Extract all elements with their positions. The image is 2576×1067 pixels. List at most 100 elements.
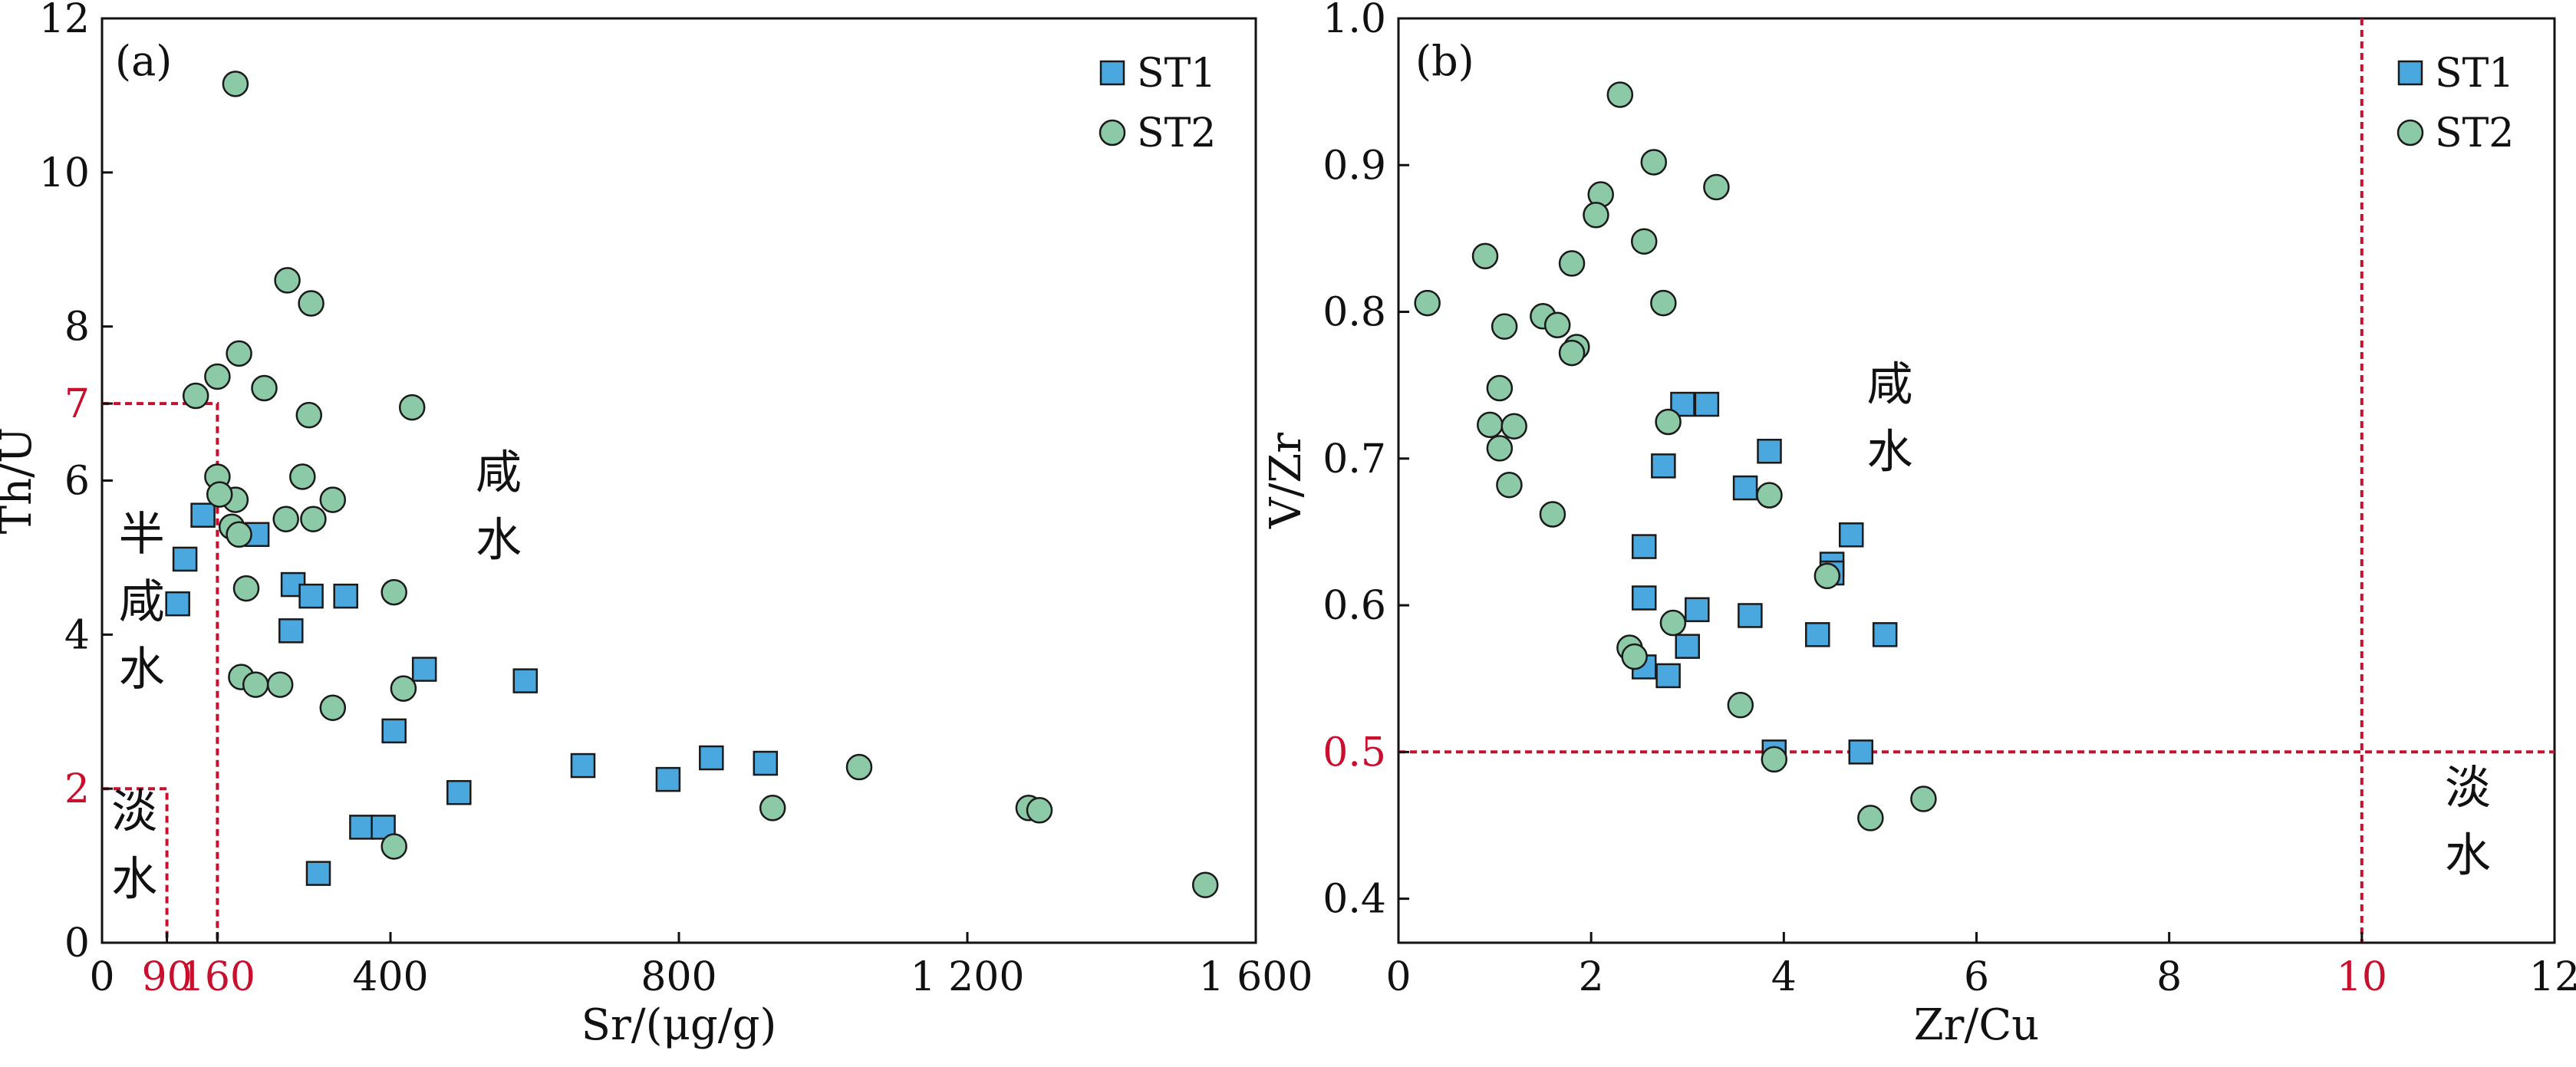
b-zone-2-char-1: 淡 [2445,761,2491,815]
b-ytick-label-0: 0.4 [1323,877,1386,923]
b-zone-1-char-1: 咸 [1866,357,1912,411]
b-point-st1-19 [1848,739,1874,765]
b-panel-label: (b) [1415,37,1474,85]
b-x-axis-label: Zr/Cu [1914,1000,2039,1050]
b-ytick-label-5: 1.0 [1323,0,1386,42]
a-xtick-label-red-0: 90 [142,954,193,1000]
a-point-st2-17 [319,486,347,513]
a-ytick-label-2: 6 [64,459,90,505]
b-point-st1-4 [1757,438,1782,464]
b-point-st1-17 [1655,663,1681,689]
a-point-st1-14 [446,779,472,805]
a-point-st2-8 [295,401,323,429]
b-point-st1-13 [1805,622,1830,647]
a-point-st1-13 [411,657,437,682]
b-point-st2-22 [1756,482,1783,509]
a-ytick-label-5: 12 [39,0,90,42]
b-plot-frame [1397,17,2556,944]
b-point-st1-5 [1732,475,1758,501]
b-point-st2-2 [1640,149,1668,176]
a-point-st2-24 [319,694,347,721]
b-point-st1-11 [1685,597,1710,623]
a-point-st1-1 [165,591,190,617]
b-point-st2-19 [1655,408,1682,436]
b-xtick-label-2: 4 [1771,954,1797,1000]
b-ytick-label-4: 0.9 [1323,143,1386,189]
a-ytick-label-3: 8 [64,305,90,351]
a-point-st2-12 [206,481,233,508]
b-xtick-label-red-0: 10 [2337,954,2387,1000]
b-point-st2-30 [1857,805,1884,832]
a-xtick-label-3: 1 200 [911,954,1025,1000]
b-xtick-label-5: 12 [2529,954,2576,1000]
a-point-st1-19 [753,750,779,776]
a-point-st1-15 [512,668,539,693]
a-point-st2-25 [390,675,417,702]
a-ytick-label-red-1: 7 [64,381,90,427]
a-point-st2-20 [380,578,407,606]
b-ytick-label-3: 0.8 [1323,290,1386,336]
b-legend-marker-st1 [2397,60,2423,86]
b-point-st2-31 [1910,785,1937,812]
b-legend-label-st2: ST2 [2435,110,2514,156]
a-zone-1-char-1: 咸 [476,446,522,500]
b-point-st1-10 [1631,585,1657,611]
a-point-st2-2 [274,267,301,294]
a-panel-label: (a) [115,37,172,85]
b-point-st2-10 [1650,289,1677,317]
b-point-st2-12 [1543,311,1571,339]
a-zone-2-char-1: 半 [119,508,165,561]
a-point-st1-8 [333,583,358,609]
a-point-st2-15 [289,463,316,490]
b-y-axis-label: V/Zr [1261,433,1311,529]
a-zone-3-char-2: 水 [111,852,157,906]
a-threshold-line-2 [102,787,169,943]
b-point-st2-15 [1558,339,1586,367]
a-point-st2-22 [242,671,269,698]
b-point-st1-3 [1651,453,1676,479]
b-legend-label-st1: ST1 [2435,51,2514,97]
a-point-st1-7 [298,583,324,609]
a-zone-2-char-2: 咸 [119,575,165,629]
a-point-st2-4 [226,340,252,367]
a-ytick-label-1: 4 [64,612,90,658]
a-point-st2-27 [759,795,786,822]
a-point-st1-17 [655,766,681,792]
b-point-st2-4 [1703,173,1730,201]
a-zone-1-char-2: 水 [476,514,522,568]
a-point-st2-31 [1191,871,1219,898]
b-point-st1-12 [1738,603,1763,628]
a-xtick-label-red-1: 160 [180,954,255,1000]
a-plot-frame [100,17,1257,944]
b-zone-1-char-2: 水 [1866,425,1912,479]
b-point-st2-9 [1414,289,1441,317]
b-xtick-label-3: 6 [1964,954,1989,1000]
b-point-st2-24 [1813,562,1841,590]
a-point-st2-28 [845,753,873,781]
a-point-st2-6 [182,382,209,410]
b-zone-2-char-2: 水 [2445,828,2491,882]
a-point-st2-16 [300,506,327,532]
b-point-st2-5 [1583,202,1609,229]
b-point-st2-25 [1659,609,1687,637]
a-xtick-label-2: 800 [641,954,716,1000]
a-point-st2-7 [251,374,278,402]
b-point-st1-2 [1694,391,1720,417]
b-xtick-label-0: 0 [1385,954,1411,1000]
a-zone-2-char-3: 水 [119,643,165,697]
a-x-axis-label: Sr/(μg/g) [581,1000,777,1050]
panel-b-chart: 0 2 4 6 8 12 10 0.4 0.6 0.7 0.8 0.9 1.0 0.5 Zr/Cu V/Zr (… [1261,0,2576,1050]
b-point-st2-28 [1727,691,1754,719]
b-point-st2-1 [1606,81,1634,108]
a-point-st1-9 [305,861,331,886]
a-point-st2-23 [266,671,294,698]
a-xtick-label-4: 1 600 [1199,954,1313,1000]
a-point-st2-1 [222,71,249,97]
a-point-st2-5 [204,363,231,390]
b-point-st2-21 [1496,471,1523,499]
b-point-st2-13 [1491,313,1518,340]
a-legend-label-st2: ST2 [1137,110,1216,156]
a-legend-label-st1: ST1 [1137,51,1216,97]
